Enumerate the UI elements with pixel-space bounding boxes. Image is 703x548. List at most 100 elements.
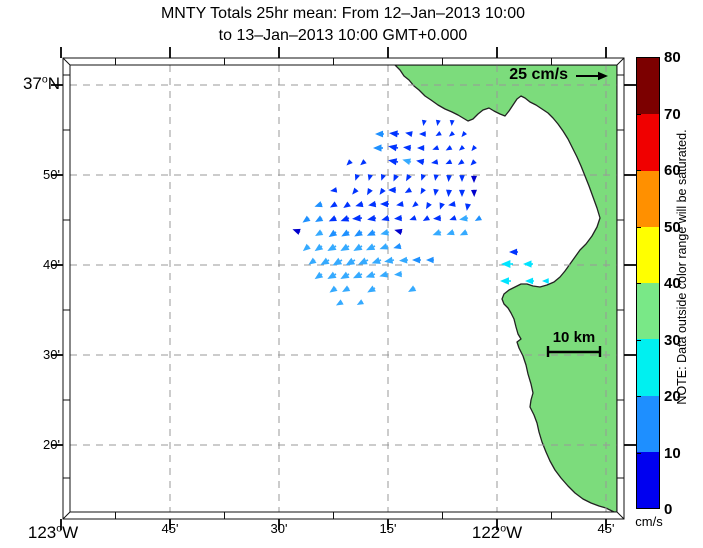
vector-arrow (375, 130, 384, 138)
map-plot-area (70, 65, 617, 512)
vector-arrow (341, 229, 350, 237)
vector-arrow (433, 174, 439, 181)
vector-arrow (352, 214, 363, 222)
vector-arrow (380, 200, 389, 208)
vector-arrow (432, 145, 440, 151)
vector-arrow (314, 201, 323, 208)
colorbar-tick-label: 10 (664, 444, 681, 462)
colorbar-notch (636, 170, 641, 171)
vector-arrow (352, 271, 363, 279)
vector-arrow (422, 215, 431, 221)
map-frame (62, 57, 625, 520)
vector-arrow (459, 175, 465, 182)
vector-arrow (367, 174, 373, 181)
vector-arrow (457, 159, 465, 165)
vector-arrow (420, 173, 426, 181)
vector-arrow (433, 188, 439, 196)
vector-arrow (393, 243, 402, 250)
vector-arrow (417, 144, 425, 152)
colorbar-notch (636, 226, 641, 228)
vector-arrow (433, 214, 442, 222)
colorbar-segment (637, 170, 659, 227)
vector-arrow (329, 201, 338, 208)
vector-arrow (367, 285, 376, 293)
vector-arrow (416, 158, 425, 166)
vector-arrow (346, 159, 353, 166)
frame-bevel (616, 57, 625, 66)
vector-arrow (431, 159, 439, 165)
vector-arrow (365, 243, 376, 251)
vector-arrow (314, 243, 324, 252)
reference-vector-label: 25 cm/s (509, 66, 568, 83)
scale-bar (546, 346, 602, 357)
colorbar-notch (636, 452, 641, 454)
colorbar-tick-label: 50 (664, 218, 681, 236)
vector-arrow (446, 229, 455, 236)
vector-arrow (388, 144, 399, 152)
vector-arrow (459, 229, 468, 236)
vector-arrow (354, 229, 363, 237)
lat-tick-label: 50' (43, 167, 60, 182)
colorbar-tick-label: 20 (664, 388, 681, 405)
colorbar-tick-label: 30 (664, 331, 681, 349)
vector-arrow (371, 257, 382, 264)
colorbar-note: NOTE: Data outside color range will be s… (675, 129, 689, 405)
vector-arrow (576, 71, 608, 81)
vector-arrow (509, 248, 518, 256)
vector-arrow (412, 201, 419, 208)
vector-arrow (421, 119, 427, 126)
frame-bevel (62, 511, 71, 520)
colorbar-segment (637, 395, 659, 452)
vector-arrow (365, 271, 376, 278)
lon-tick-label: 122oW (471, 522, 523, 542)
vector-arrow (354, 173, 360, 181)
vector-arrow (314, 271, 324, 280)
vector-arrow (340, 215, 350, 222)
vector-arrow (542, 278, 549, 284)
plot-title-line-2: to 13–Jan–2013 10:00 GMT+0.000 (218, 27, 468, 44)
vector-arrow (330, 187, 338, 193)
vector-arrow (320, 257, 330, 265)
colorbar-segment (637, 283, 659, 340)
vector-arrow (342, 285, 351, 292)
vector-arrow (332, 257, 343, 266)
colorbar-notch (636, 113, 641, 115)
land-polygon (394, 65, 617, 512)
vector-arrow (366, 229, 376, 236)
vector-arrow (523, 260, 533, 268)
vector-arrow (394, 228, 403, 235)
vector-arrow (445, 145, 453, 151)
vector-arrow (420, 187, 426, 195)
vector-arrow (379, 187, 386, 195)
vector-arrow (448, 201, 456, 207)
scale-bar-label: 10 km (552, 329, 596, 346)
vector-arrow (403, 144, 412, 152)
vector-arrow (449, 215, 457, 221)
lat-tick-label: 40' (43, 257, 60, 272)
vector-arrow (380, 173, 386, 181)
vector-arrow (408, 285, 417, 292)
vector-arrow (419, 131, 426, 137)
vector-arrow (327, 243, 337, 251)
vector-arrow (328, 215, 337, 222)
vector-arrow (474, 215, 483, 221)
vector-arrow (470, 159, 477, 166)
axis-ticks (51, 47, 636, 530)
grid-lines (70, 65, 617, 512)
vector-arrow (426, 256, 434, 264)
reference-arrow (576, 71, 608, 81)
current-vectors (292, 119, 549, 306)
vector-arrow (396, 201, 404, 207)
colorbar-tick-label: 60 (664, 162, 681, 179)
lat-tick-label: 20' (43, 437, 60, 452)
vector-arrow (373, 144, 383, 152)
colorbar-notch (636, 396, 641, 397)
vector-arrow (315, 229, 324, 236)
vector-arrow (461, 131, 468, 138)
frame-bevel (62, 57, 71, 66)
vector-arrow (360, 159, 367, 166)
vector-arrow (327, 271, 337, 279)
vector-arrow (458, 189, 466, 197)
